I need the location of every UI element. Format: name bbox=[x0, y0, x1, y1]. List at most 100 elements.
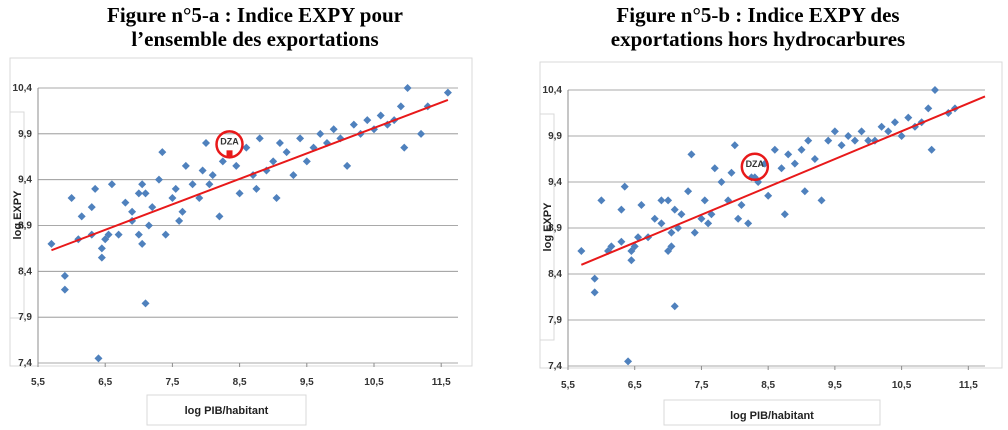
trend-line bbox=[51, 98, 449, 252]
x-tick-label: 7,5 bbox=[165, 377, 179, 388]
chart-frame bbox=[539, 61, 1003, 369]
point bbox=[617, 237, 626, 246]
point bbox=[282, 148, 291, 157]
point bbox=[837, 141, 846, 150]
point bbox=[400, 143, 409, 152]
point bbox=[777, 164, 786, 173]
point bbox=[927, 145, 936, 154]
y-tick-label: 7,9 bbox=[18, 312, 32, 323]
point bbox=[403, 84, 412, 92]
point bbox=[255, 134, 264, 143]
point bbox=[316, 129, 325, 138]
point bbox=[242, 143, 251, 152]
point bbox=[684, 187, 693, 196]
point bbox=[617, 205, 626, 214]
y-tick-label: 8,9 bbox=[18, 221, 32, 232]
x-tick-label: 10,5 bbox=[892, 380, 912, 391]
point bbox=[670, 302, 679, 311]
point bbox=[198, 166, 207, 175]
trend-line bbox=[580, 95, 986, 266]
point bbox=[94, 354, 103, 363]
y-tick-label: 9,9 bbox=[18, 129, 32, 140]
point bbox=[597, 196, 606, 205]
y-tick-label: 8,4 bbox=[548, 269, 562, 280]
point bbox=[797, 145, 806, 154]
point bbox=[770, 145, 779, 154]
point bbox=[232, 161, 241, 170]
y-tick-label: 9,4 bbox=[548, 177, 562, 188]
point bbox=[690, 228, 699, 237]
point bbox=[790, 159, 799, 168]
y-axis-title: log EXPY bbox=[12, 190, 24, 240]
point bbox=[850, 136, 859, 145]
point bbox=[930, 86, 939, 94]
point bbox=[302, 157, 311, 166]
point bbox=[904, 113, 913, 122]
point bbox=[830, 127, 839, 136]
point bbox=[637, 201, 646, 209]
point bbox=[144, 221, 153, 230]
point bbox=[329, 125, 338, 134]
point bbox=[138, 239, 147, 248]
point bbox=[343, 161, 352, 170]
point bbox=[121, 198, 130, 207]
y-tick-label: 10,4 bbox=[13, 83, 33, 94]
x-tick-label: 5,5 bbox=[31, 377, 45, 388]
axis-title-frame bbox=[663, 399, 881, 426]
annotation-circle bbox=[740, 152, 770, 182]
x-tick-label: 11,5 bbox=[432, 377, 451, 388]
x-tick-label: 5,5 bbox=[561, 380, 575, 391]
axis-title-frame bbox=[539, 113, 555, 341]
x-tick-label: 8,5 bbox=[761, 380, 775, 391]
point bbox=[627, 256, 636, 265]
point bbox=[717, 178, 726, 186]
point bbox=[148, 203, 157, 212]
point bbox=[780, 210, 789, 219]
x-tick-label: 6,5 bbox=[98, 377, 112, 388]
x-tick-label: 8,5 bbox=[233, 377, 247, 388]
point bbox=[141, 189, 150, 198]
y-tick-label: 7,4 bbox=[18, 358, 32, 369]
x-tick-label: 9,5 bbox=[300, 377, 314, 388]
point bbox=[168, 194, 177, 202]
point bbox=[417, 129, 426, 138]
point bbox=[202, 139, 210, 147]
point bbox=[624, 357, 633, 366]
point bbox=[269, 157, 278, 166]
point bbox=[91, 184, 100, 193]
point bbox=[817, 196, 826, 205]
point bbox=[215, 212, 224, 221]
point bbox=[857, 127, 866, 136]
annotation-label: DZA bbox=[746, 159, 765, 169]
annotation-circle bbox=[215, 130, 244, 159]
point bbox=[104, 230, 113, 239]
point bbox=[272, 194, 281, 202]
point bbox=[67, 194, 76, 202]
point bbox=[590, 288, 599, 297]
point bbox=[697, 214, 706, 223]
point bbox=[208, 171, 217, 180]
y-tick-label: 9,4 bbox=[18, 175, 32, 186]
point bbox=[97, 244, 106, 253]
point bbox=[47, 239, 56, 248]
chart: Figure n°5-a : Indice EXPY pourl’ensembl… bbox=[9, 3, 473, 426]
point bbox=[784, 150, 793, 159]
point bbox=[667, 228, 676, 237]
point bbox=[77, 212, 86, 221]
point bbox=[97, 253, 106, 262]
y-tick-label: 7,9 bbox=[548, 315, 562, 326]
point bbox=[764, 191, 773, 200]
point bbox=[138, 180, 147, 189]
chart-title: exportations hors hydrocarbures bbox=[611, 27, 905, 51]
chart-title: Figure n°5-a : Indice EXPY pour bbox=[107, 3, 403, 27]
y-tick-label: 8,4 bbox=[18, 266, 32, 277]
point bbox=[171, 184, 180, 193]
point bbox=[134, 189, 143, 198]
chart: Figure n°5-b : Indice EXPY desexportatio… bbox=[539, 3, 1003, 426]
point bbox=[178, 207, 187, 216]
point bbox=[607, 242, 616, 251]
point bbox=[296, 134, 305, 143]
point bbox=[844, 132, 853, 140]
point bbox=[700, 196, 709, 205]
point bbox=[810, 155, 819, 163]
